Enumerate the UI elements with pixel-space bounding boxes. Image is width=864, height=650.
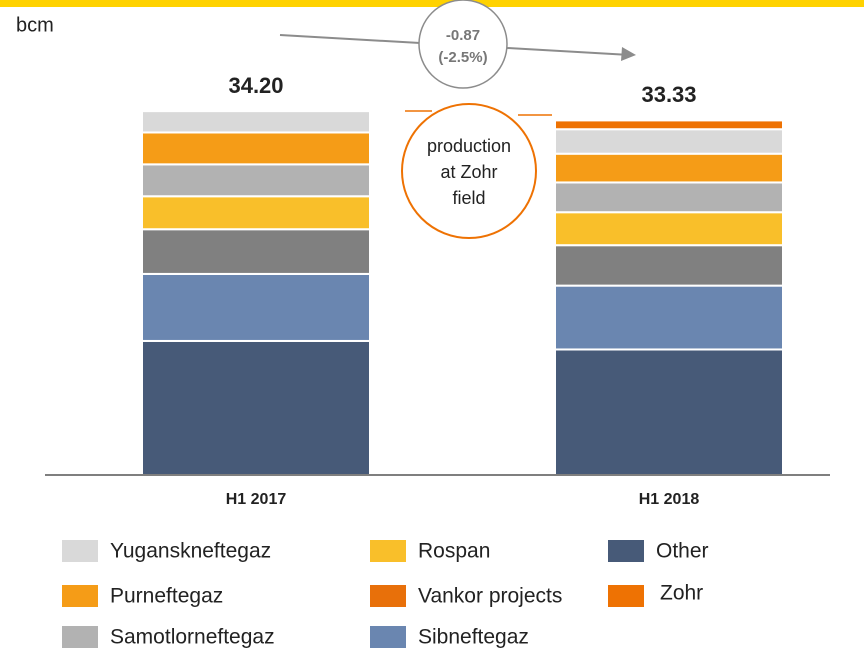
- note-text: field: [452, 188, 485, 208]
- total-label: 34.20: [228, 73, 283, 98]
- bar-segment: [554, 244, 784, 287]
- bar-segment: [141, 163, 371, 198]
- note-circle: [401, 103, 537, 239]
- change-circle: [418, 0, 508, 89]
- bar-segment: [141, 110, 371, 134]
- legend-label: Rospan: [418, 540, 490, 563]
- bar-segment: [141, 228, 371, 275]
- legend-swatch: [62, 585, 98, 607]
- legend-label: Yuganskneftegaz: [110, 540, 271, 563]
- bar-segment: [141, 131, 371, 166]
- legend-swatch: [370, 540, 406, 562]
- legend-swatch: [608, 540, 644, 562]
- bar-segment: [554, 128, 784, 155]
- bar-segment: [141, 195, 371, 231]
- legend-swatch: [62, 540, 98, 562]
- bar-segment: [554, 284, 784, 351]
- bar-segment: [554, 119, 784, 131]
- bar-segment: [554, 181, 784, 214]
- bar-segment: [141, 339, 371, 477]
- legend-label: Other: [656, 540, 709, 563]
- x-tick-label: H1 2017: [226, 491, 287, 508]
- note-text: at Zohr: [440, 162, 497, 182]
- change-value: -0.87: [446, 27, 480, 44]
- legend-swatch: [370, 585, 406, 607]
- note-text: production: [427, 136, 511, 156]
- change-pct: (-2.5%): [438, 49, 487, 66]
- legend-label: Sibneftegaz: [418, 626, 529, 649]
- legend-swatch: [62, 626, 98, 648]
- arrow-head: [621, 47, 636, 61]
- top-band: [0, 0, 864, 7]
- legend-label: Zohr: [660, 582, 703, 605]
- bar-segment: [554, 211, 784, 247]
- bar-segment: [554, 348, 784, 477]
- legend-label: Purneftegaz: [110, 585, 223, 608]
- unit-label: bcm: [16, 14, 54, 36]
- bar-segment: [554, 152, 784, 184]
- legend-label: Vankor projects: [418, 585, 562, 608]
- legend-swatch: [370, 626, 406, 648]
- legend-label: Samotlorneftegaz: [110, 626, 275, 649]
- bar-segment: [141, 272, 371, 342]
- legend-swatch: [608, 585, 644, 607]
- total-label: 33.33: [641, 82, 696, 107]
- x-tick-label: H1 2018: [639, 491, 700, 508]
